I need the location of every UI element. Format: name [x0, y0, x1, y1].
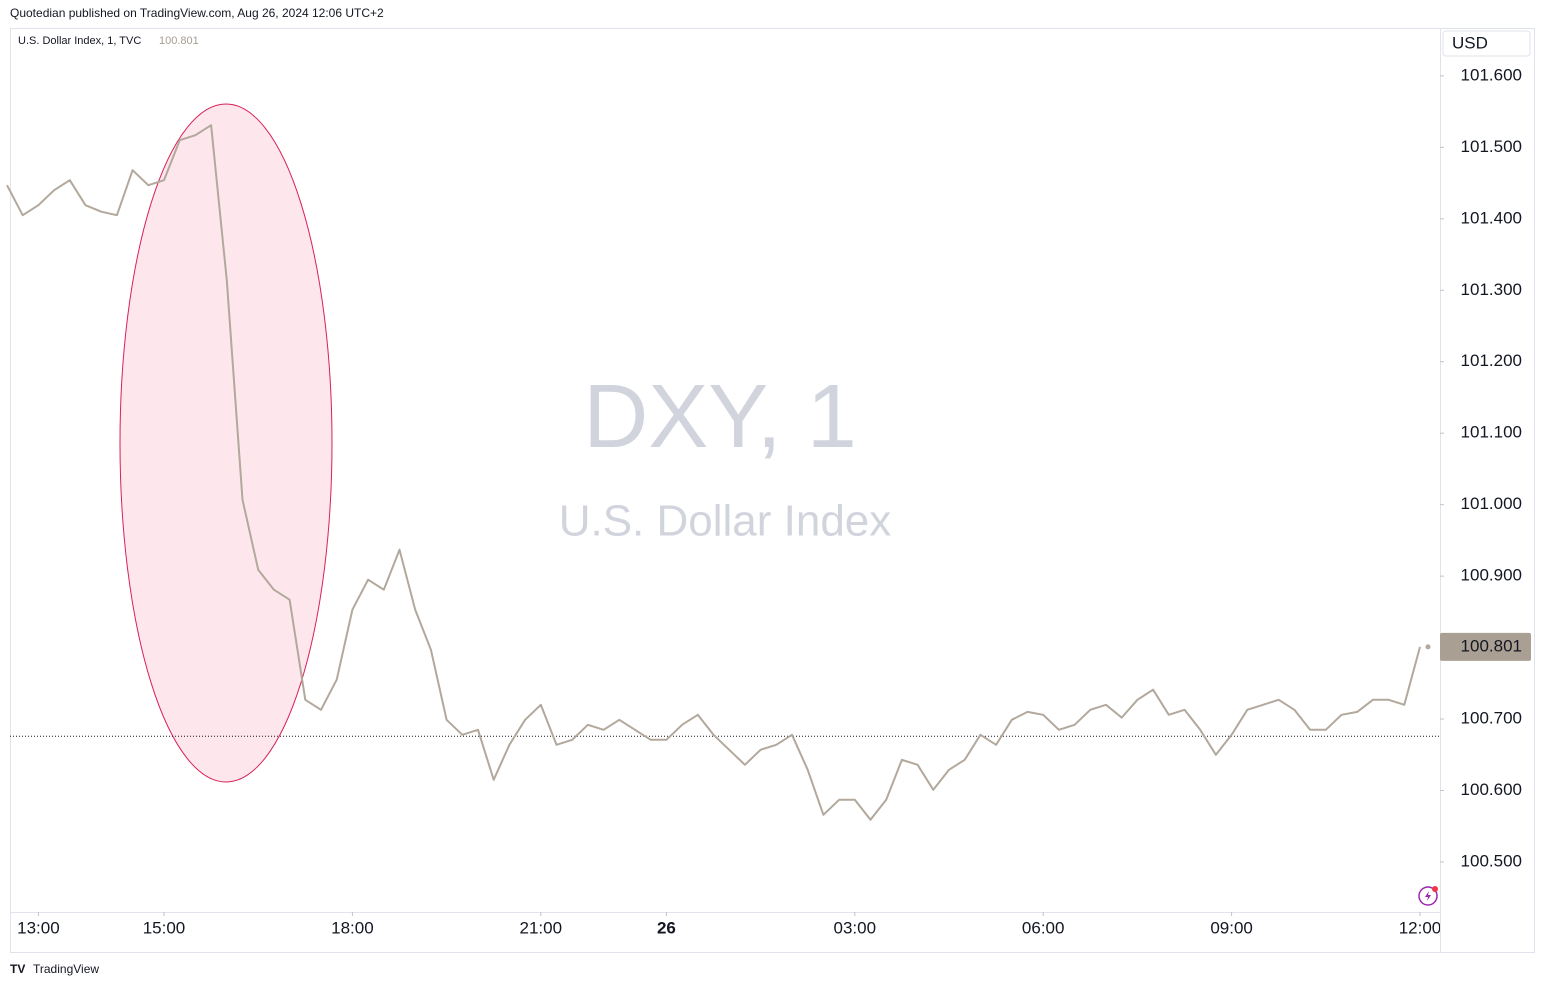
x-tick-label: 09:00 — [1210, 918, 1253, 937]
x-tick-label: 03:00 — [834, 918, 877, 937]
x-tick-label: 15:00 — [143, 918, 186, 937]
price-label: 100.801 — [1461, 636, 1522, 655]
x-tick-label: 26 — [657, 918, 676, 937]
watermark-description: U.S. Dollar Index — [559, 497, 892, 546]
x-tick-label: 13:00 — [17, 918, 60, 937]
lightning-icon[interactable] — [1418, 886, 1438, 906]
x-tick-label: 12:00 — [1399, 918, 1442, 937]
currency-label: USD — [1452, 33, 1488, 52]
y-tick-label: 101.300 — [1461, 280, 1522, 299]
y-tick-label: 101.100 — [1461, 423, 1522, 442]
footer-brand: TradingView — [33, 962, 99, 976]
y-tick-label: 100.900 — [1461, 566, 1522, 585]
legend-last-value: 100.801 — [159, 35, 199, 47]
tv-logo: TV — [10, 962, 25, 976]
last-point — [1425, 644, 1431, 650]
highlight-ellipse — [119, 103, 333, 783]
x-tick-label: 18:00 — [331, 918, 374, 937]
publish-header: Quotedian published on TradingView.com, … — [10, 6, 384, 20]
currency-box[interactable] — [1442, 30, 1531, 57]
x-tick-label: 21:00 — [520, 918, 563, 937]
y-tick-label: 101.400 — [1461, 208, 1522, 227]
chart-frame — [10, 28, 1535, 953]
y-tick-label: 101.200 — [1461, 351, 1522, 370]
plot — [6, 124, 1440, 821]
y-tick-label: 101.500 — [1461, 137, 1522, 156]
y-tick-label: 100.600 — [1461, 780, 1522, 799]
x-axis: 13:00 15:00 18:00 21:00 26 03:00 06:00 09:00 12:… — [17, 912, 1442, 937]
x-tick-label: 06:00 — [1022, 918, 1065, 937]
y-tick-label: 101.600 — [1461, 65, 1522, 84]
watermark-symbol: DXY, 1 — [583, 367, 857, 467]
y-tick-label: 100.700 — [1461, 709, 1522, 728]
y-tick-label: 101.000 — [1461, 494, 1522, 513]
price-line — [6, 124, 1421, 821]
legend-name: U.S. Dollar Index, 1, TVC — [18, 35, 141, 47]
y-tick-label: 100.500 — [1461, 851, 1522, 870]
price-label-box — [1440, 632, 1531, 661]
